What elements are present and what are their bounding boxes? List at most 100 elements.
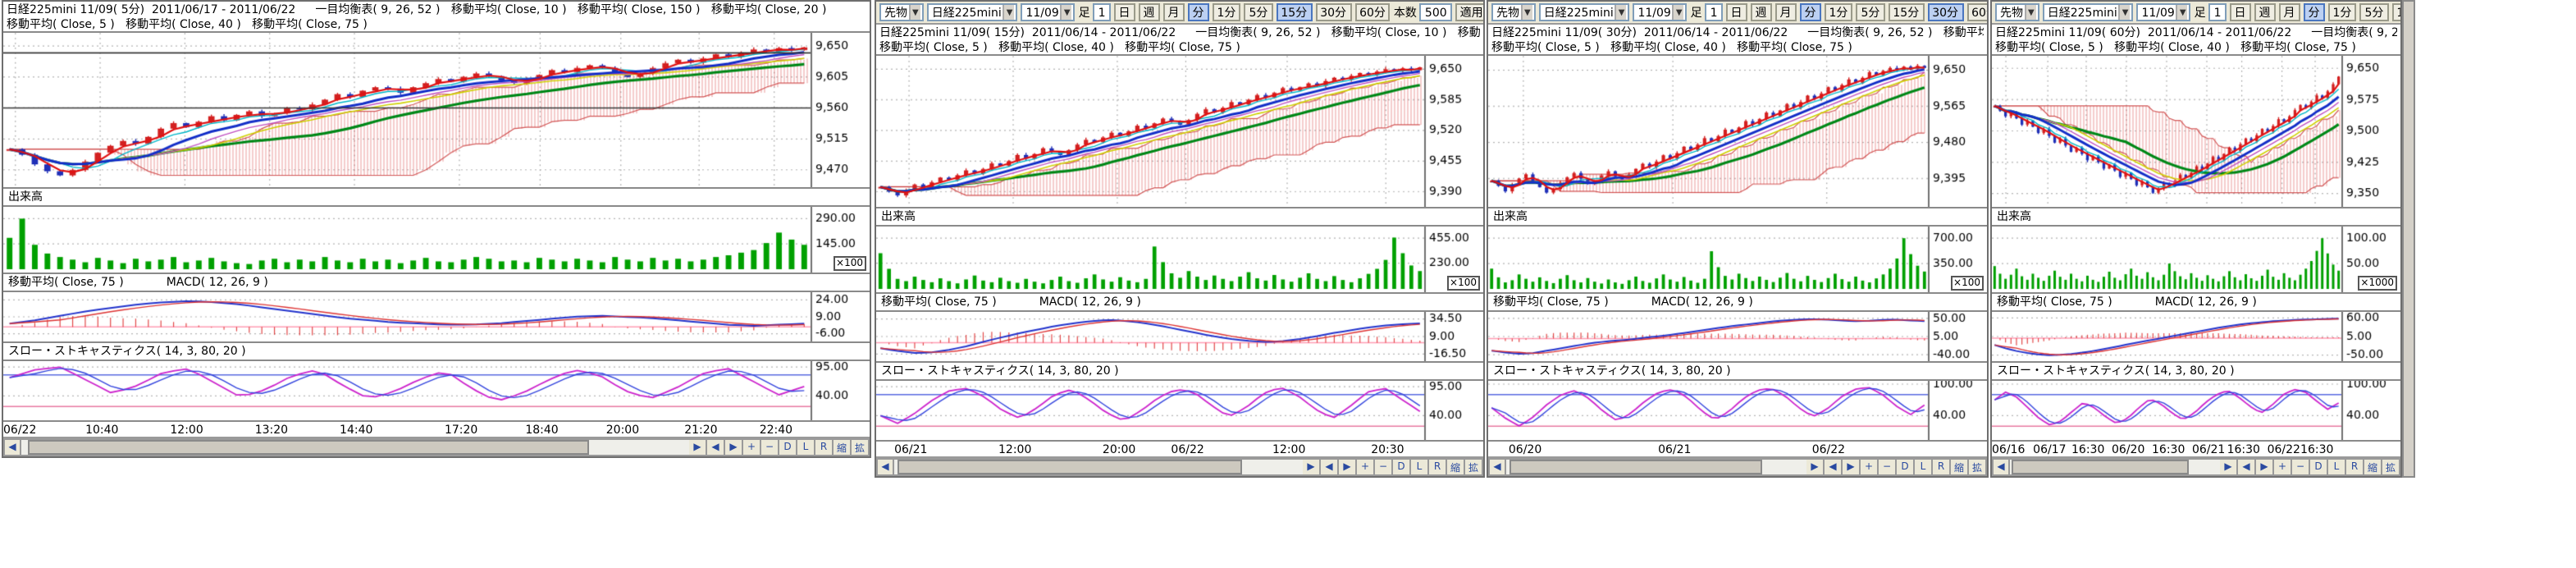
macd-chart-canvas[interactable]: [1992, 312, 2400, 361]
price-chart-canvas[interactable]: [3, 33, 870, 187]
chart-tool-button-8[interactable]: 拡: [852, 438, 870, 456]
volume-chart-canvas[interactable]: [1488, 227, 1987, 292]
stochastics-chart-canvas[interactable]: [1992, 381, 2400, 440]
interval-button-3[interactable]: 30分: [1927, 3, 1964, 21]
apply-button[interactable]: 適用: [1455, 3, 1483, 21]
chart-tool-button-1[interactable]: ▶: [725, 438, 743, 456]
period-button-2[interactable]: 月: [1774, 3, 1797, 21]
chart-tool-button-6[interactable]: R: [1429, 458, 1447, 476]
chart-tool-button-1[interactable]: ▶: [1339, 458, 1357, 476]
tick-count-spinner[interactable]: 1: [2208, 3, 2227, 21]
chart-tool-button-0[interactable]: ◀: [2238, 458, 2256, 476]
scrollbar-track[interactable]: [21, 438, 689, 456]
interval-button-1[interactable]: 5分: [1244, 3, 1273, 21]
interval-button-0[interactable]: 1分: [2327, 3, 2357, 21]
scrollbar-track[interactable]: [894, 458, 1303, 476]
stochastics-chart-canvas[interactable]: [1488, 381, 1987, 440]
symbol-select[interactable]: 日経225mini ▼: [926, 3, 1018, 21]
contract-month-select[interactable]: 11/09 ▼: [1633, 3, 1688, 21]
stochastics-chart-canvas[interactable]: [3, 361, 870, 420]
chart-tool-button-3[interactable]: −: [2292, 458, 2310, 476]
volume-chart-canvas[interactable]: [876, 227, 1483, 292]
chart-tool-button-8[interactable]: 拡: [1969, 458, 1987, 476]
chart-tool-button-6[interactable]: R: [2346, 458, 2364, 476]
period-button-2[interactable]: 月: [1162, 3, 1185, 21]
price-chart-canvas[interactable]: [1992, 56, 2400, 207]
period-button-2[interactable]: 月: [2278, 3, 2300, 21]
chart-tool-button-4[interactable]: D: [2310, 458, 2328, 476]
tick-count-spinner[interactable]: 1: [1093, 3, 1111, 21]
price-chart-canvas[interactable]: [1488, 56, 1987, 207]
scrollbar-track[interactable]: [1506, 458, 1806, 476]
chart-tool-button-8[interactable]: 拡: [1465, 458, 1483, 476]
chart-tool-button-6[interactable]: R: [815, 438, 834, 456]
chart-tool-button-4[interactable]: D: [779, 438, 797, 456]
instrument-type-select[interactable]: 先物 ▼: [1995, 3, 2039, 21]
chart-tool-button-5[interactable]: L: [1915, 458, 1933, 476]
chart-tool-button-1[interactable]: ▶: [2256, 458, 2274, 476]
scrollbar-track[interactable]: [2010, 458, 2220, 476]
period-button-0[interactable]: 日: [1725, 3, 1747, 21]
chart-tool-button-3[interactable]: −: [761, 438, 779, 456]
chart-tool-button-7[interactable]: 縮: [2364, 458, 2382, 476]
interval-button-0[interactable]: 1分: [1212, 3, 1241, 21]
stochastics-chart-canvas[interactable]: [876, 381, 1483, 440]
chart-tool-button-0[interactable]: ◀: [1825, 458, 1843, 476]
tick-count-spinner[interactable]: 1: [1705, 3, 1723, 21]
interval-button-2[interactable]: 15分: [1888, 3, 1925, 21]
chart-tool-button-5[interactable]: L: [2328, 458, 2346, 476]
chart-tool-button-2[interactable]: +: [1861, 458, 1879, 476]
chart-tool-button-5[interactable]: L: [1411, 458, 1429, 476]
period-button-1[interactable]: 週: [1138, 3, 1160, 21]
macd-chart-canvas[interactable]: [1488, 312, 1987, 361]
period-button-0[interactable]: 日: [1113, 3, 1135, 21]
scrollbar-thumb[interactable]: [897, 460, 1242, 474]
chart-tool-button-4[interactable]: D: [1897, 458, 1915, 476]
chart-tool-button-7[interactable]: 縮: [834, 438, 852, 456]
price-chart-canvas[interactable]: [876, 56, 1483, 207]
scroll-right-button[interactable]: ▶: [2220, 458, 2238, 476]
interval-button-1[interactable]: 5分: [1856, 3, 1885, 21]
contract-month-select[interactable]: 11/09 ▼: [2136, 3, 2191, 21]
symbol-select[interactable]: 日経225mini ▼: [2042, 3, 2134, 21]
interval-button-1[interactable]: 5分: [2359, 3, 2389, 21]
chart-tool-button-2[interactable]: +: [1357, 458, 1375, 476]
chart-tool-button-0[interactable]: ◀: [1321, 458, 1339, 476]
scroll-left-button[interactable]: ◀: [3, 438, 21, 456]
symbol-select[interactable]: 日経225mini ▼: [1538, 3, 1630, 21]
interval-button-4[interactable]: 60分: [1966, 3, 1987, 21]
period-button-3[interactable]: 分: [1187, 3, 1209, 21]
period-button-0[interactable]: 日: [2229, 3, 2251, 21]
chart-tool-button-8[interactable]: 拡: [2382, 458, 2400, 476]
scroll-left-button[interactable]: ◀: [876, 458, 894, 476]
chart-tool-button-7[interactable]: 縮: [1951, 458, 1969, 476]
scrollbar-thumb[interactable]: [1509, 460, 1762, 474]
scroll-left-button[interactable]: ◀: [1992, 458, 2010, 476]
period-button-1[interactable]: 週: [1750, 3, 1772, 21]
chart-tool-button-5[interactable]: L: [797, 438, 815, 456]
chart-tool-button-4[interactable]: D: [1393, 458, 1411, 476]
interval-button-4[interactable]: 60分: [1354, 3, 1391, 21]
instrument-type-select[interactable]: 先物 ▼: [879, 3, 924, 21]
chart-tool-button-2[interactable]: +: [2274, 458, 2292, 476]
chart-tool-button-2[interactable]: +: [743, 438, 761, 456]
contract-month-select[interactable]: 11/09 ▼: [1021, 3, 1076, 21]
chart-tool-button-0[interactable]: ◀: [707, 438, 725, 456]
macd-chart-canvas[interactable]: [876, 312, 1483, 361]
interval-button-3[interactable]: 30分: [1315, 3, 1352, 21]
volume-chart-canvas[interactable]: [1992, 227, 2400, 292]
instrument-type-select[interactable]: 先物 ▼: [1491, 3, 1536, 21]
scroll-right-button[interactable]: ▶: [1303, 458, 1321, 476]
volume-chart-canvas[interactable]: [3, 207, 870, 273]
period-button-3[interactable]: 分: [1799, 3, 1821, 21]
interval-button-2[interactable]: 15分: [2391, 3, 2400, 21]
scroll-right-button[interactable]: ▶: [689, 438, 707, 456]
chart-tool-button-7[interactable]: 縮: [1447, 458, 1465, 476]
bar-count-input[interactable]: 500: [1419, 3, 1452, 21]
chart-tool-button-1[interactable]: ▶: [1843, 458, 1861, 476]
macd-chart-canvas[interactable]: [3, 292, 870, 341]
period-button-3[interactable]: 分: [2303, 3, 2325, 21]
chart-tool-button-3[interactable]: −: [1375, 458, 1393, 476]
scrollbar-thumb[interactable]: [2012, 460, 2189, 474]
scroll-left-button[interactable]: ◀: [1488, 458, 1506, 476]
